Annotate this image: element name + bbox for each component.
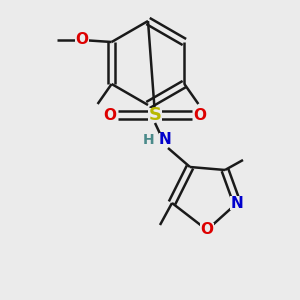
Bar [144, 134, 154, 146]
Bar [193, 108, 207, 122]
Bar [200, 223, 214, 237]
Text: H: H [143, 133, 155, 147]
Bar [75, 33, 88, 47]
Text: O: O [103, 107, 116, 122]
Bar [148, 108, 162, 122]
Bar [230, 196, 244, 210]
Bar [103, 108, 117, 122]
Text: N: N [159, 133, 171, 148]
Text: O: O [75, 32, 88, 47]
Text: S: S [148, 106, 161, 124]
Text: N: N [231, 196, 243, 211]
Text: O: O [200, 223, 214, 238]
Text: O: O [194, 107, 206, 122]
Bar [159, 133, 171, 147]
